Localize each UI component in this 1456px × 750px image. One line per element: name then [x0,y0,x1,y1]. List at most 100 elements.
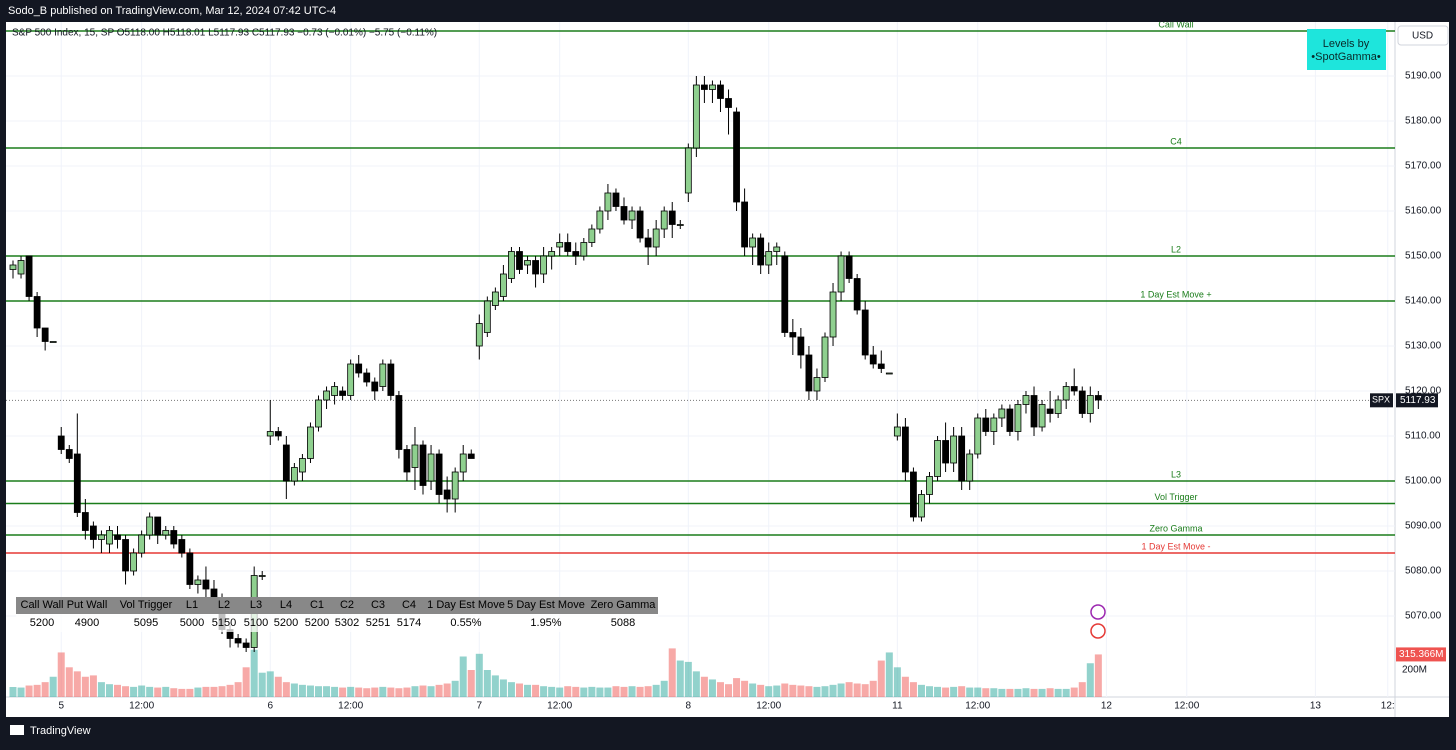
candle-body [274,431,282,437]
volume-bar [499,679,507,697]
badge-line: Levels by [1323,38,1370,50]
candle-body [636,210,644,239]
candle-body [692,84,700,149]
last-tag-name-bg [1370,393,1393,408]
candle-body [65,449,73,459]
candle-body [467,453,475,459]
plot: Call Wall C4 L2 1 Day Est Move + L3 Vol Trigg… [6,19,1395,697]
volume-bar [580,687,588,697]
volume-bar [57,652,65,697]
candle-body [684,147,692,194]
candle-body [49,341,57,343]
candle-body [958,435,966,482]
volume-bar [926,686,934,697]
candle-body [363,372,371,383]
event-icon[interactable] [1090,623,1106,639]
candle-body [114,534,121,540]
x-tick-label: 12:00 [129,701,154,712]
candle-body [845,255,853,279]
x-tick-label: 13 [1310,701,1322,712]
volume-bar [258,672,266,697]
volume-bar [934,686,942,697]
volume-bar [532,684,540,697]
volume-bar [821,686,829,697]
x-tick-label: 12:00 [965,701,990,712]
volume-bar [708,679,716,697]
candle-body [604,192,612,212]
level-label: Vol Trigger [1154,492,1197,502]
candle-body [202,579,210,590]
candle-body [307,426,314,459]
volume-bar [515,683,523,697]
volume-bar [668,648,676,697]
candle-body [290,467,298,482]
volume-bar [395,688,403,697]
candle-body [162,530,170,536]
candle-body [483,300,491,333]
volume-bar [202,686,210,697]
level-label: C4 [1170,136,1182,146]
candle-body [242,642,250,648]
candle-body [797,336,805,356]
candle-body [516,251,523,270]
candle-body [853,278,861,311]
candle-body [57,435,65,450]
candle-body [596,210,604,230]
candle-body [371,381,379,392]
candle-body [81,512,89,531]
candle-body [33,296,41,329]
candle-body [910,471,917,518]
level-label: Call Wall [1158,19,1193,29]
candle-body [73,453,81,513]
candle-body [612,192,620,207]
volume-bar [427,686,435,697]
volume-bar [950,686,958,697]
y-tick-label: 5110.00 [1405,431,1441,442]
candle-body [9,264,17,270]
candle-body [628,210,636,221]
volume-bar [909,682,917,697]
volume-bar [97,682,105,697]
candle-body [805,354,813,392]
table-cell: 5088 [611,617,635,629]
table-cell: 0.55% [450,617,481,629]
volume-bar [982,688,990,697]
candle-body [25,255,33,297]
table-cell: 5302 [335,617,359,629]
volume-bar [588,686,596,697]
volume-bar [154,687,162,697]
y-tick-label: 5170.00 [1405,161,1442,172]
level-label: 1 Day Est Move + [1140,289,1211,299]
volume-bar [186,688,194,697]
volume-bar [733,678,741,697]
table-cell: 5095 [134,617,158,629]
volume-bar [644,686,652,697]
x-tick-label: 7 [477,701,483,712]
currency-box[interactable] [1397,25,1449,46]
volume-bar [652,684,660,697]
volume-bar [250,649,258,697]
volume-bar [1038,688,1046,697]
volume-bar [130,686,138,697]
candle-body [1046,408,1054,414]
candle-body [837,255,845,293]
candle-body [990,417,998,432]
table-header: C1 [310,599,324,611]
volume-bar [355,687,363,697]
candle-body [660,210,668,230]
candle-body [668,210,676,225]
candle-body [765,251,773,266]
y-tick-label: 5180.00 [1405,116,1442,127]
footer-brand: TradingView [30,725,91,737]
candle-body [186,552,194,585]
x-tick-label: 12:00 [1174,701,1199,712]
event-icon[interactable] [1090,604,1106,620]
y-tick-label: 5120.00 [1405,386,1442,397]
volume-bar [459,656,467,697]
volume-bar [363,688,371,697]
volume-bar [1086,663,1094,697]
table-header: 1 Day Est Move [427,599,505,611]
volume-bar [1094,654,1102,697]
candle-body [950,435,958,464]
candle-body [556,242,564,248]
